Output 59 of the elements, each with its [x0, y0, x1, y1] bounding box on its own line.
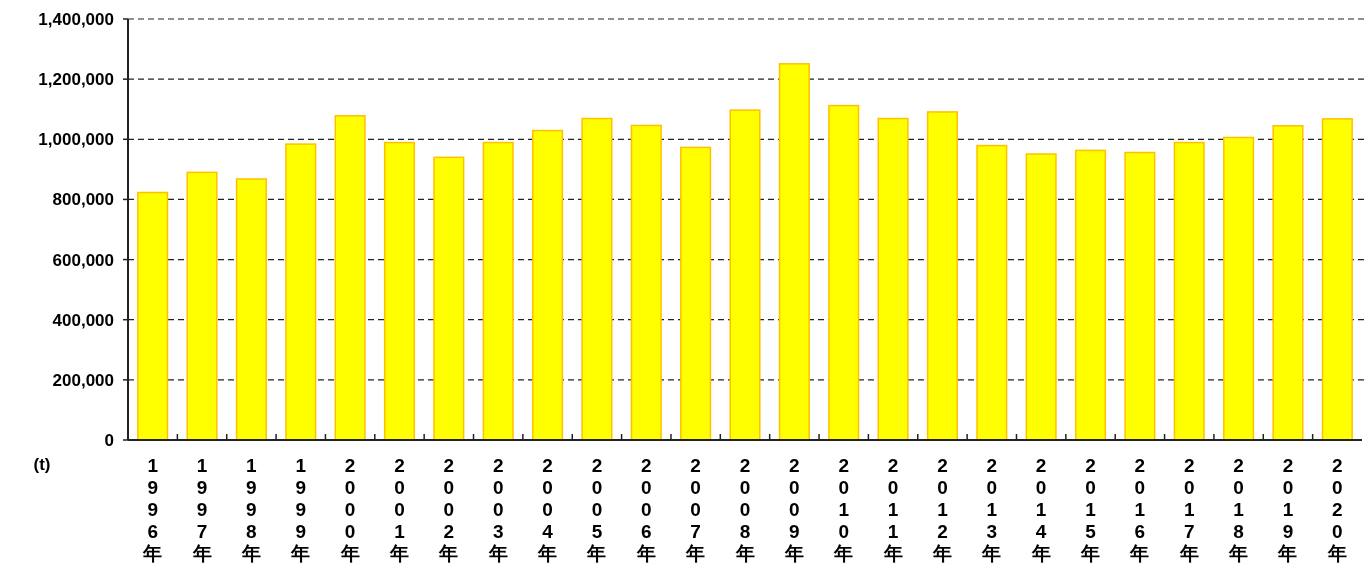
- x-tick-label: 1997年: [191, 455, 212, 564]
- x-tick-label: 2006年: [635, 455, 656, 564]
- y-tick-label: 0: [104, 431, 114, 450]
- y-axis-title: (t): [33, 455, 51, 474]
- x-tick-label: 2004年: [537, 455, 558, 564]
- bar: [828, 104, 860, 441]
- bar: [729, 109, 761, 441]
- x-tick-label: 2013年: [981, 455, 1002, 564]
- bar: [1272, 125, 1304, 441]
- x-tick-label: 2012年: [931, 455, 952, 564]
- x-tick-label: 2019年: [1277, 455, 1298, 564]
- bar: [334, 115, 366, 441]
- y-tick-label: 600,000: [52, 250, 114, 270]
- x-tick-label: 2003年: [487, 455, 508, 564]
- x-tick-label: 2010年: [833, 455, 854, 564]
- y-tick-label: 1,400,000: [38, 10, 114, 29]
- x-tick-label: 2017年: [1178, 455, 1199, 564]
- x-tick-label: 2015年: [1080, 455, 1101, 564]
- bar: [1223, 136, 1255, 441]
- y-tick-label: 800,000: [52, 190, 114, 210]
- y-tick-label: 200,000: [52, 370, 114, 390]
- bar: [532, 129, 564, 441]
- bar: [976, 144, 1008, 441]
- x-tick-label: 1999年: [290, 455, 311, 564]
- y-tick-label: 1,000,000: [38, 130, 114, 150]
- x-tick-label: 2016年: [1129, 455, 1150, 564]
- bar: [137, 191, 169, 441]
- bar: [1074, 149, 1107, 441]
- bar: [926, 111, 958, 441]
- x-tick-label: 2002年: [438, 455, 459, 564]
- bar: [877, 117, 909, 441]
- x-tick-label: 1998年: [240, 455, 261, 564]
- x-tick-label: 2000年: [339, 455, 360, 564]
- x-tick-label: 2020年: [1326, 455, 1347, 564]
- x-tick-label: 2008年: [734, 455, 755, 564]
- bar: [581, 117, 613, 441]
- x-tick-label: 2011年: [882, 455, 903, 564]
- bar: [433, 156, 465, 441]
- x-tick-label: 2018年: [1228, 455, 1249, 564]
- bar: [1173, 141, 1205, 441]
- x-tick-label: 2001年: [388, 455, 409, 564]
- bar: [1025, 153, 1057, 441]
- bar: [1321, 118, 1353, 441]
- y-tick-label: 400,000: [52, 310, 114, 330]
- bar: [285, 143, 317, 441]
- bar: [482, 141, 514, 441]
- x-tick-label: 2007年: [685, 455, 706, 564]
- bar: [680, 146, 712, 441]
- bar: [1124, 151, 1156, 441]
- x-tick-label: 2014年: [1030, 455, 1051, 564]
- bar: [186, 171, 218, 441]
- x-tick-label: 1996年: [142, 455, 163, 564]
- bar: [630, 124, 662, 441]
- x-tick-label: 2009年: [783, 455, 804, 564]
- bar: [778, 63, 810, 441]
- x-tick-label: 2005年: [586, 455, 607, 564]
- y-tick-label: 1,200,000: [38, 70, 114, 90]
- bar: [235, 178, 267, 441]
- bar: [383, 141, 416, 441]
